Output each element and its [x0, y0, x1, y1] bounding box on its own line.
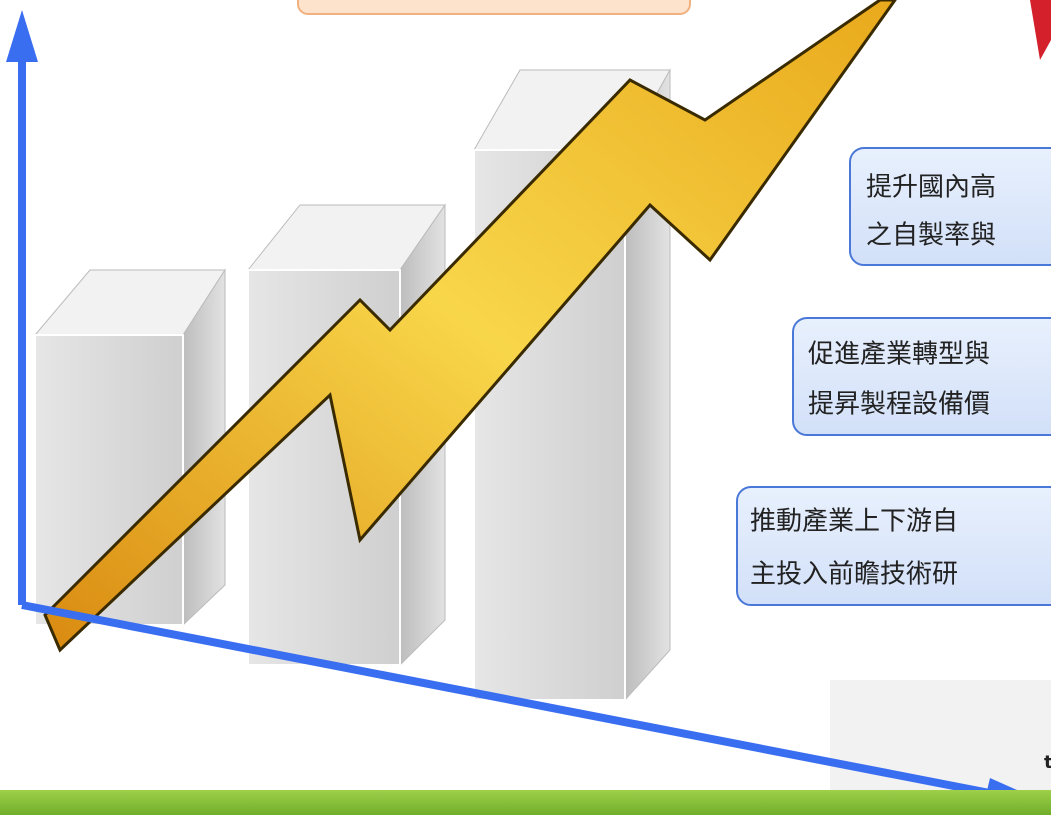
corner-logo [1030, 0, 1051, 60]
callout-line: 主投入前瞻技術研 [750, 560, 958, 590]
lightning-bolt [43, 0, 897, 653]
ground-strip [0, 790, 1051, 815]
city-silhouette [830, 680, 1051, 790]
callout-line: 提昇製程設備價 [808, 390, 990, 420]
callout: 促進產業轉型與 提昇製程設備價 [792, 317, 1051, 436]
top-box [297, 0, 691, 15]
callout-line: 促進產業轉型與 [808, 340, 990, 370]
callout-line: 提升國內高 [866, 173, 996, 203]
callout: 推動產業上下游自 主投入前瞻技術研 [736, 486, 1051, 606]
footer-mark: t [1044, 752, 1051, 773]
callout-line: 之自製率與 [866, 221, 996, 251]
callout: 提升國內高 之自製率與 [849, 147, 1051, 266]
callout-line: 推動產業上下游自 [750, 507, 958, 537]
